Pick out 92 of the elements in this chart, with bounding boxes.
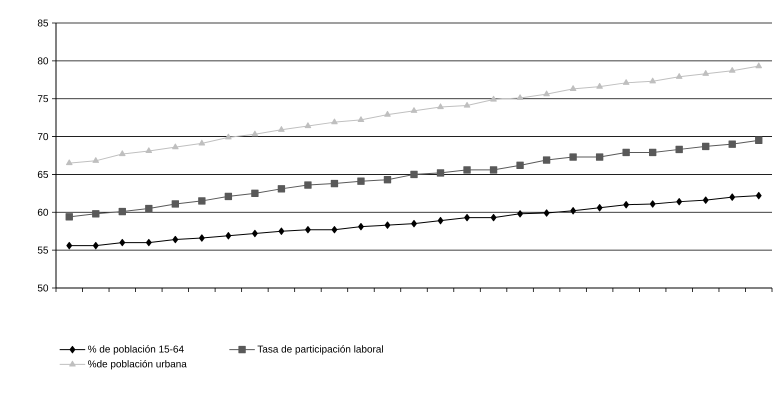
point [490,96,497,102]
point [146,238,152,246]
point [251,190,259,198]
legend-label: %de población urbana [88,360,187,370]
point [358,116,364,122]
point [92,157,100,163]
point [702,142,710,150]
point [278,185,286,193]
point [650,200,656,208]
point [278,228,284,235]
point [332,226,338,234]
point [330,180,338,188]
point [410,170,418,178]
point [676,198,682,206]
point [438,216,444,224]
point [92,210,100,218]
point [648,148,656,156]
point [384,110,391,117]
point [516,162,524,170]
point [729,193,736,201]
point [198,140,206,146]
point [410,107,418,113]
point [252,230,258,238]
point [172,236,178,244]
point [198,197,206,205]
point [358,222,364,230]
y-tick-label: 80 [38,57,48,64]
point [66,213,73,221]
point [118,208,126,216]
point [92,242,99,250]
point [463,166,471,174]
y-tick-label: 55 [38,246,48,254]
legend-label: % de población 15-64 [88,345,184,355]
point [728,140,736,148]
point [437,103,444,110]
point [756,192,762,200]
point [676,73,682,79]
y-tick-label: 60 [38,208,48,216]
point [66,242,72,250]
point [225,232,232,240]
y-tick-label: 70 [38,133,48,140]
point [384,221,390,229]
legend-label: Tasa de participación laboral [258,345,383,355]
point [755,62,762,68]
point [569,153,577,161]
point [728,67,736,73]
point [411,220,417,228]
y-tick-label: 85 [38,19,48,27]
y-tick-label: 65 [38,170,48,178]
point [119,238,126,246]
point [623,201,630,208]
point [490,166,498,174]
point [119,150,126,156]
point [384,176,392,184]
point [676,146,683,154]
point [596,204,603,212]
point [66,159,73,166]
point [517,210,523,218]
point [436,169,444,177]
point [516,94,524,100]
point [596,82,603,89]
point [278,126,285,132]
point [252,130,258,136]
point [224,192,232,200]
point [570,85,576,91]
point [649,78,656,84]
point [464,102,470,108]
point [304,181,312,189]
point [542,156,550,164]
point [331,118,338,124]
point [490,214,496,222]
point [464,214,470,222]
point [622,148,630,156]
point [305,226,311,234]
point [225,134,232,140]
point [622,79,630,85]
point [596,153,604,161]
point [198,234,205,242]
point [146,147,152,154]
point [543,90,550,96]
point [172,200,180,208]
point [304,122,312,128]
point [702,196,709,204]
y-tick-label: 50 [38,284,48,292]
point [702,70,709,76]
y-tick-label: 75 [38,95,48,102]
point [544,209,550,217]
point [145,204,153,212]
point [172,143,179,150]
point [570,207,576,214]
point [755,136,762,144]
point [357,178,365,185]
